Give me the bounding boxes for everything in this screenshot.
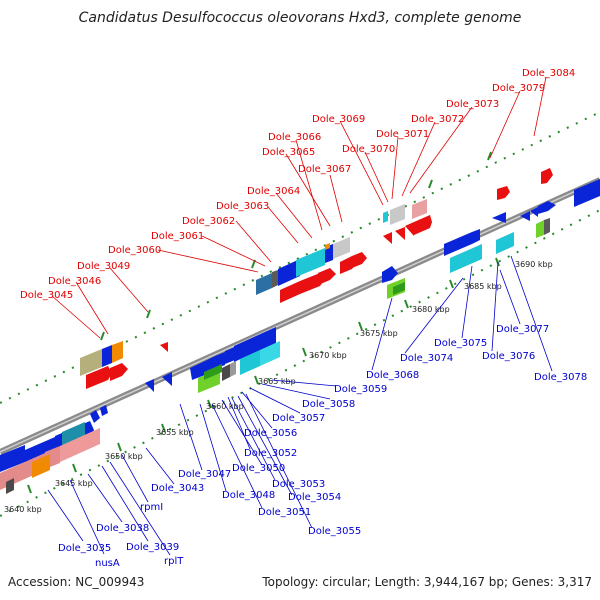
gene-label: Dole_3039 [126, 542, 179, 553]
forward-label-connectors [51, 76, 547, 339]
gene-label: Dole_3069 [312, 114, 365, 125]
scale-label: 3655 kbp [156, 428, 194, 437]
forward-gene-labels: Dole_3045 Dole_3046 Dole_3049 Dole_3060 … [20, 68, 575, 301]
gene-label: Dole_3045 [20, 290, 73, 301]
scale-label: 3680 kbp [412, 305, 450, 314]
topology-text: Topology: circular; Length: 3,944,167 bp… [262, 575, 592, 589]
gene-label: Dole_3061 [151, 231, 204, 242]
gene-label: Dole_3057 [272, 413, 325, 424]
scale-label: 3650 kbp [105, 452, 143, 461]
gene-label: Dole_3064 [247, 186, 300, 197]
reverse-gene-labels: Dole_3035 nusA Dole_3038 Dole_3039 rplT … [58, 324, 587, 569]
gene-label: Dole_3049 [77, 261, 130, 272]
gene-label: Dole_3073 [446, 99, 499, 110]
scale-labels: 3640 kbp 3645 kbp 3650 kbp 3655 kbp 3660… [4, 260, 553, 514]
gene-label: Dole_3078 [534, 372, 587, 383]
gene-label: rplT [164, 556, 184, 567]
gene-label: Dole_3074 [400, 353, 453, 364]
scale-label: 3685 kbp [464, 282, 502, 291]
gene-label: Dole_3079 [492, 83, 545, 94]
gene-label: Dole_3055 [308, 526, 361, 537]
accession-text: Accession: NC_009943 [8, 575, 145, 589]
map-title: Candidatus Desulfococcus oleovorans Hxd3… [78, 10, 522, 26]
gene-label: Dole_3060 [108, 245, 161, 256]
gene-label: Dole_3051 [258, 507, 311, 518]
gene-blocks-right[interactable] [382, 168, 600, 299]
reverse-label-connectors [47, 255, 553, 556]
gene-label: Dole_3072 [411, 114, 464, 125]
gene-label: nusA [95, 558, 120, 569]
gene-label: Dole_3046 [48, 276, 101, 287]
gene-label: rpmI [140, 502, 163, 513]
gene-label: Dole_3062 [182, 216, 235, 227]
gene-label: Dole_3065 [262, 147, 315, 158]
gene-label: Dole_3059 [334, 384, 387, 395]
gene-label: Dole_3043 [151, 483, 204, 494]
scale-label: 3675 kbp [360, 329, 398, 338]
gene-label: Dole_3070 [342, 144, 395, 155]
gene-label: Dole_3068 [366, 370, 419, 381]
gene-label: Dole_3053 [272, 479, 325, 490]
gene-label: Dole_3047 [178, 469, 231, 480]
scale-label: 3665 kbp [258, 377, 296, 386]
gene-label: Dole_3058 [302, 399, 355, 410]
gene-label: Dole_3076 [482, 351, 535, 362]
gene-label: Dole_3035 [58, 543, 111, 554]
gene-label: Dole_3054 [288, 492, 341, 503]
scale-label: 3670 kbp [309, 351, 347, 360]
gene-label: Dole_3071 [376, 129, 429, 140]
gene-label: Dole_3077 [496, 324, 549, 335]
gene-label: Dole_3067 [298, 164, 351, 175]
gene-blocks-reverse-1[interactable] [145, 327, 280, 393]
scale-label: 3640 kbp [4, 505, 42, 514]
gene-label: Dole_3063 [216, 201, 269, 212]
gene-blocks-left[interactable] [0, 405, 108, 494]
gene-blocks-forward-2[interactable] [256, 237, 367, 303]
gene-label: Dole_3050 [232, 463, 285, 474]
gene-label: Dole_3066 [268, 132, 321, 143]
gene-label: Dole_3075 [434, 338, 487, 349]
scale-label: 3660 kbp [206, 402, 244, 411]
gene-label: Dole_3056 [244, 428, 297, 439]
gene-label: Dole_3038 [96, 523, 149, 534]
backbone [0, 177, 600, 455]
gene-label: Dole_3048 [222, 490, 275, 501]
gene-label: Dole_3052 [244, 448, 297, 459]
gene-label: Dole_3084 [522, 68, 575, 79]
scale-label: 3690 kbp [515, 260, 553, 269]
scale-label: 3645 kbp [55, 479, 93, 488]
gene-blocks-forward-1[interactable] [80, 341, 168, 389]
